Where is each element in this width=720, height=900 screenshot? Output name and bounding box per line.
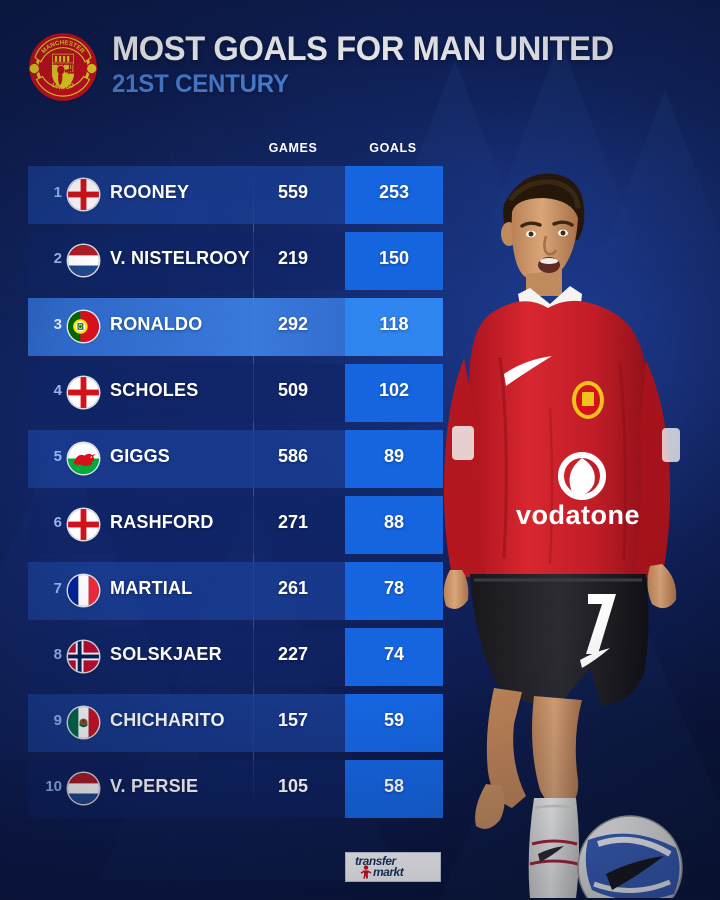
page-title: MOST GOALS FOR MAN UNITED (112, 30, 614, 68)
row-goals-value: 59 (383, 710, 405, 730)
row-rank: 6 (53, 514, 62, 531)
row-rank: 8 (53, 646, 62, 663)
column-header-goals: GOALS (369, 141, 417, 155)
title-block: MOST GOALS FOR MAN UNITED 21ST CENTURY (112, 30, 635, 98)
transfermarkt-logo[interactable]: transfer markt (345, 852, 441, 882)
svg-text:vodatone: vodatone (516, 500, 640, 530)
table-row[interactable]: 9 CHICHARITO 157 59 (0, 690, 460, 756)
row-rank: 4 (53, 382, 62, 399)
flag-icon-england (68, 509, 99, 540)
row-goals-value: 118 (379, 314, 409, 334)
column-header-games: GAMES (268, 141, 318, 155)
row-games-value: 105 (277, 776, 309, 796)
row-goals-value: 78 (383, 578, 405, 598)
row-player-name: SOLSKJAER (110, 644, 222, 664)
table-row[interactable]: 8 SOLSKJAER 227 74 (0, 624, 460, 690)
flag-icon-france (68, 575, 99, 606)
row-player-name: ROONEY (110, 182, 190, 202)
table-row[interactable]: 5 GIGGS 586 89 (0, 426, 460, 492)
row-goals-value: 74 (383, 644, 405, 664)
row-rank: 5 (53, 448, 62, 465)
table-row[interactable]: 4 SCHOLES 509 102 (0, 360, 460, 426)
row-rank: 10 (45, 778, 62, 795)
row-player-name: SCHOLES (110, 380, 199, 400)
leaderboard-table: GAMES GOALS 1 ROONEY 559 253 2 V. NISTELROOY 2… (0, 136, 460, 822)
row-player-name: RONALDO (110, 314, 203, 334)
flag-icon-netherlands (68, 245, 99, 276)
flag-icon-portugal (68, 311, 99, 342)
row-goals-value: 88 (383, 512, 405, 532)
row-goals-value: 150 (378, 248, 410, 268)
row-goals-value: 253 (378, 182, 410, 202)
table-row[interactable]: 10 V. PERSIE 105 58 (0, 756, 460, 822)
row-goals-value: 102 (378, 380, 410, 400)
row-player-name: V. PERSIE (110, 776, 199, 796)
row-player-name: RASHFORD (110, 512, 214, 532)
table-row[interactable]: 7 MARTIAL 261 78 (0, 558, 460, 624)
table-rows: 1 ROONEY 559 253 2 V. NISTELROOY 219 150 3 RONALD… (0, 162, 460, 822)
row-rank: 9 (53, 712, 62, 729)
flag-icon-england (68, 377, 99, 408)
row-games-value: 219 (277, 248, 309, 268)
row-rank: 1 (53, 184, 62, 201)
header: MANCHESTER UNITED MOST GOALS FOR MAN UNI… (0, 0, 720, 130)
row-rank: 2 (53, 250, 62, 267)
table-row[interactable]: 2 V. NISTELROOY 219 150 (0, 228, 460, 294)
row-games-value: 157 (277, 710, 309, 730)
flag-icon-wales (68, 443, 99, 474)
table-row[interactable]: 6 RASHFORD 271 88 (0, 492, 460, 558)
row-games-value: 261 (277, 578, 309, 598)
cristiano-ronaldo-photo: vodatone (443, 173, 683, 898)
row-games-value: 227 (277, 644, 309, 664)
row-games-value: 509 (277, 380, 309, 400)
row-goals-value: 89 (383, 446, 405, 466)
flag-icon-norway (68, 641, 99, 672)
row-goals-value: 58 (383, 776, 405, 796)
page-subtitle: 21ST CENTURY (112, 70, 289, 98)
row-player-name: GIGGS (110, 446, 171, 466)
table-row[interactable]: 3 RONALDO 292 118 (0, 294, 460, 360)
row-games-value: 586 (277, 446, 309, 466)
row-games-value: 292 (277, 314, 309, 334)
row-player-name: MARTIAL (110, 578, 193, 598)
transfermarkt-logo-line2: markt (373, 865, 404, 879)
table-row[interactable]: 1 ROONEY 559 253 (0, 162, 460, 228)
flag-icon-england (68, 179, 99, 210)
row-rank: 7 (53, 580, 62, 597)
flag-icon-mexico (68, 707, 99, 738)
row-rank: 3 (53, 316, 62, 333)
transfermarkt-figure-icon (360, 865, 372, 879)
row-games-value: 271 (277, 512, 309, 532)
row-games-value: 559 (277, 182, 309, 202)
manchester-united-crest-icon: MANCHESTER UNITED (26, 30, 100, 104)
column-headers: GAMES GOALS (0, 136, 460, 162)
row-player-name: V. NISTELROOY (110, 248, 250, 268)
row-player-name: CHICHARITO (110, 710, 225, 730)
flag-icon-netherlands (68, 773, 99, 804)
